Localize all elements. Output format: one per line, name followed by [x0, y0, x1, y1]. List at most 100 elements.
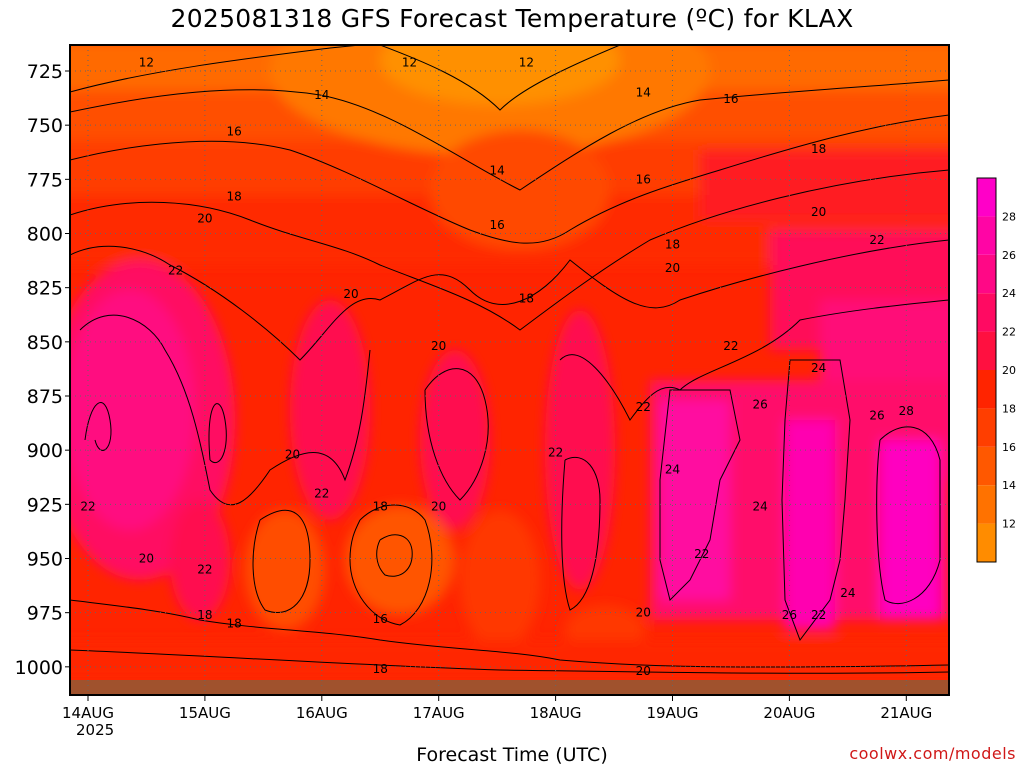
- contour-label: 18: [226, 617, 241, 631]
- contour-label: 14: [490, 164, 505, 178]
- contour-label: 20: [431, 339, 446, 353]
- y-tick-label: 900: [27, 440, 63, 462]
- x-tick-label: 14AUG: [62, 704, 114, 722]
- grid-lines: [70, 45, 949, 695]
- x-tick-label: 19AUG: [647, 704, 699, 722]
- contour-label: 22: [548, 445, 563, 459]
- y-tick-label: 725: [27, 61, 63, 83]
- contour-label: 20: [636, 664, 651, 678]
- colorbar-swatch: [977, 370, 996, 409]
- colorbar-label: 24: [1002, 287, 1016, 300]
- contour-label: 16: [226, 125, 241, 139]
- colorbar-swatch: [977, 293, 996, 332]
- y-tick-label: 1000: [15, 657, 63, 679]
- contour-label: 12: [139, 55, 154, 69]
- contour-label: 16: [490, 218, 505, 232]
- plot-frame: [69, 44, 950, 696]
- y-tick-label: 925: [27, 494, 63, 516]
- contour-label: 28: [899, 404, 914, 418]
- y-tick-label: 775: [27, 169, 63, 191]
- x-axis: 14AUG 15AUG 16AUG 17AUG 18AUG 19AUG 20AUG 21AUG: [62, 695, 932, 722]
- contour-label: 12: [402, 55, 417, 69]
- colorbar-swatch: [977, 446, 996, 486]
- contour-label: 22: [723, 339, 738, 353]
- contour-label: 18: [519, 292, 534, 306]
- contour-label: 16: [636, 172, 651, 186]
- contour-label: 20: [665, 261, 680, 275]
- y-tick-label: 825: [27, 278, 63, 300]
- y-tick-label: 800: [27, 224, 63, 246]
- contour-label: 18: [197, 608, 212, 622]
- y-axis: 725 750 775 800 825 850 875 900 925 950 975 1000: [15, 61, 70, 679]
- contour-label: 22: [811, 608, 826, 622]
- contour-label: 22: [168, 263, 183, 277]
- x-tick-label: 18AUG: [530, 704, 582, 722]
- contour-label: 20: [139, 552, 154, 566]
- contour-label: 20: [636, 606, 651, 620]
- contour-label: 24: [665, 463, 680, 477]
- contour-lines: [70, 45, 949, 674]
- contour-label: 18: [811, 142, 826, 156]
- contour-label: 26: [782, 608, 797, 622]
- contour-label: 22: [694, 547, 709, 561]
- colorbar-swatch: [977, 523, 996, 562]
- contour-label: 22: [197, 562, 212, 576]
- colorbar-label: 20: [1002, 364, 1016, 377]
- contour-label: 20: [285, 448, 300, 462]
- x-tick-label: 15AUG: [179, 704, 231, 722]
- contour-label: 24: [753, 500, 768, 514]
- x-axis-label: Forecast Time (UTC): [416, 744, 608, 766]
- colorbar: 12 14 16 18 20 22 24 26 28: [976, 177, 1016, 563]
- y-tick-label: 950: [27, 549, 63, 571]
- contour-label: 16: [723, 92, 738, 106]
- colorbar-swatch: [977, 178, 996, 217]
- contour-label: 22: [869, 233, 884, 247]
- contour-label: 18: [373, 500, 388, 514]
- colorbar-label: 14: [1002, 479, 1016, 492]
- chart-title: 2025081318 GFS Forecast Temperature (ºC)…: [170, 4, 854, 33]
- y-tick-label: 975: [27, 603, 63, 625]
- contour-label: 16: [373, 612, 388, 626]
- contour-labels: 12 12 12 14 14 14 16 16 16 16 18 18 18 18 20 20 20 20 20 20…: [80, 55, 914, 678]
- temperature-field: [70, 45, 949, 695]
- contour-label: 14: [314, 88, 329, 102]
- x-tick-label: 16AUG: [296, 704, 348, 722]
- colorbar-label: 22: [1002, 326, 1016, 339]
- contour-label: 22: [636, 400, 651, 414]
- contour-label: 24: [811, 361, 826, 375]
- credit-link[interactable]: coolwx.com/models: [849, 744, 1016, 763]
- contour-label: 20: [197, 211, 212, 225]
- contour-label: 22: [314, 487, 329, 501]
- contour-label: 26: [753, 398, 768, 412]
- contour-label: 20: [811, 205, 826, 219]
- contour-label: 18: [226, 190, 241, 204]
- contour-label: 20: [343, 287, 358, 301]
- colorbar-swatch: [977, 254, 996, 294]
- colorbar-swatch: [977, 485, 996, 524]
- colorbar-swatch: [977, 408, 996, 447]
- colorbar-swatch: [977, 216, 996, 255]
- x-tick-label: 20AUG: [763, 704, 815, 722]
- y-tick-label: 750: [27, 115, 63, 137]
- contour-label: 22: [80, 500, 95, 514]
- contour-label: 26: [869, 409, 884, 423]
- colorbar-frame: [976, 177, 997, 563]
- x-tick-label: 21AUG: [880, 704, 932, 722]
- y-tick-label: 875: [27, 386, 63, 408]
- colorbar-label: 16: [1002, 441, 1016, 454]
- ground-band: [70, 680, 949, 695]
- colorbar-swatch: [977, 331, 996, 370]
- x-axis-year: 2025: [76, 721, 115, 739]
- contour-label: 24: [840, 586, 855, 600]
- contour-label: 18: [373, 662, 388, 676]
- y-tick-label: 850: [27, 332, 63, 354]
- contour-label: 20: [431, 500, 446, 514]
- colorbar-label: 12: [1002, 518, 1016, 531]
- x-tick-label: 17AUG: [413, 704, 465, 722]
- colorbar-label: 28: [1002, 210, 1016, 223]
- contour-label: 14: [636, 86, 651, 100]
- contour-label: 18: [665, 237, 680, 251]
- colorbar-label: 26: [1002, 249, 1016, 262]
- colorbar-label: 18: [1002, 402, 1016, 415]
